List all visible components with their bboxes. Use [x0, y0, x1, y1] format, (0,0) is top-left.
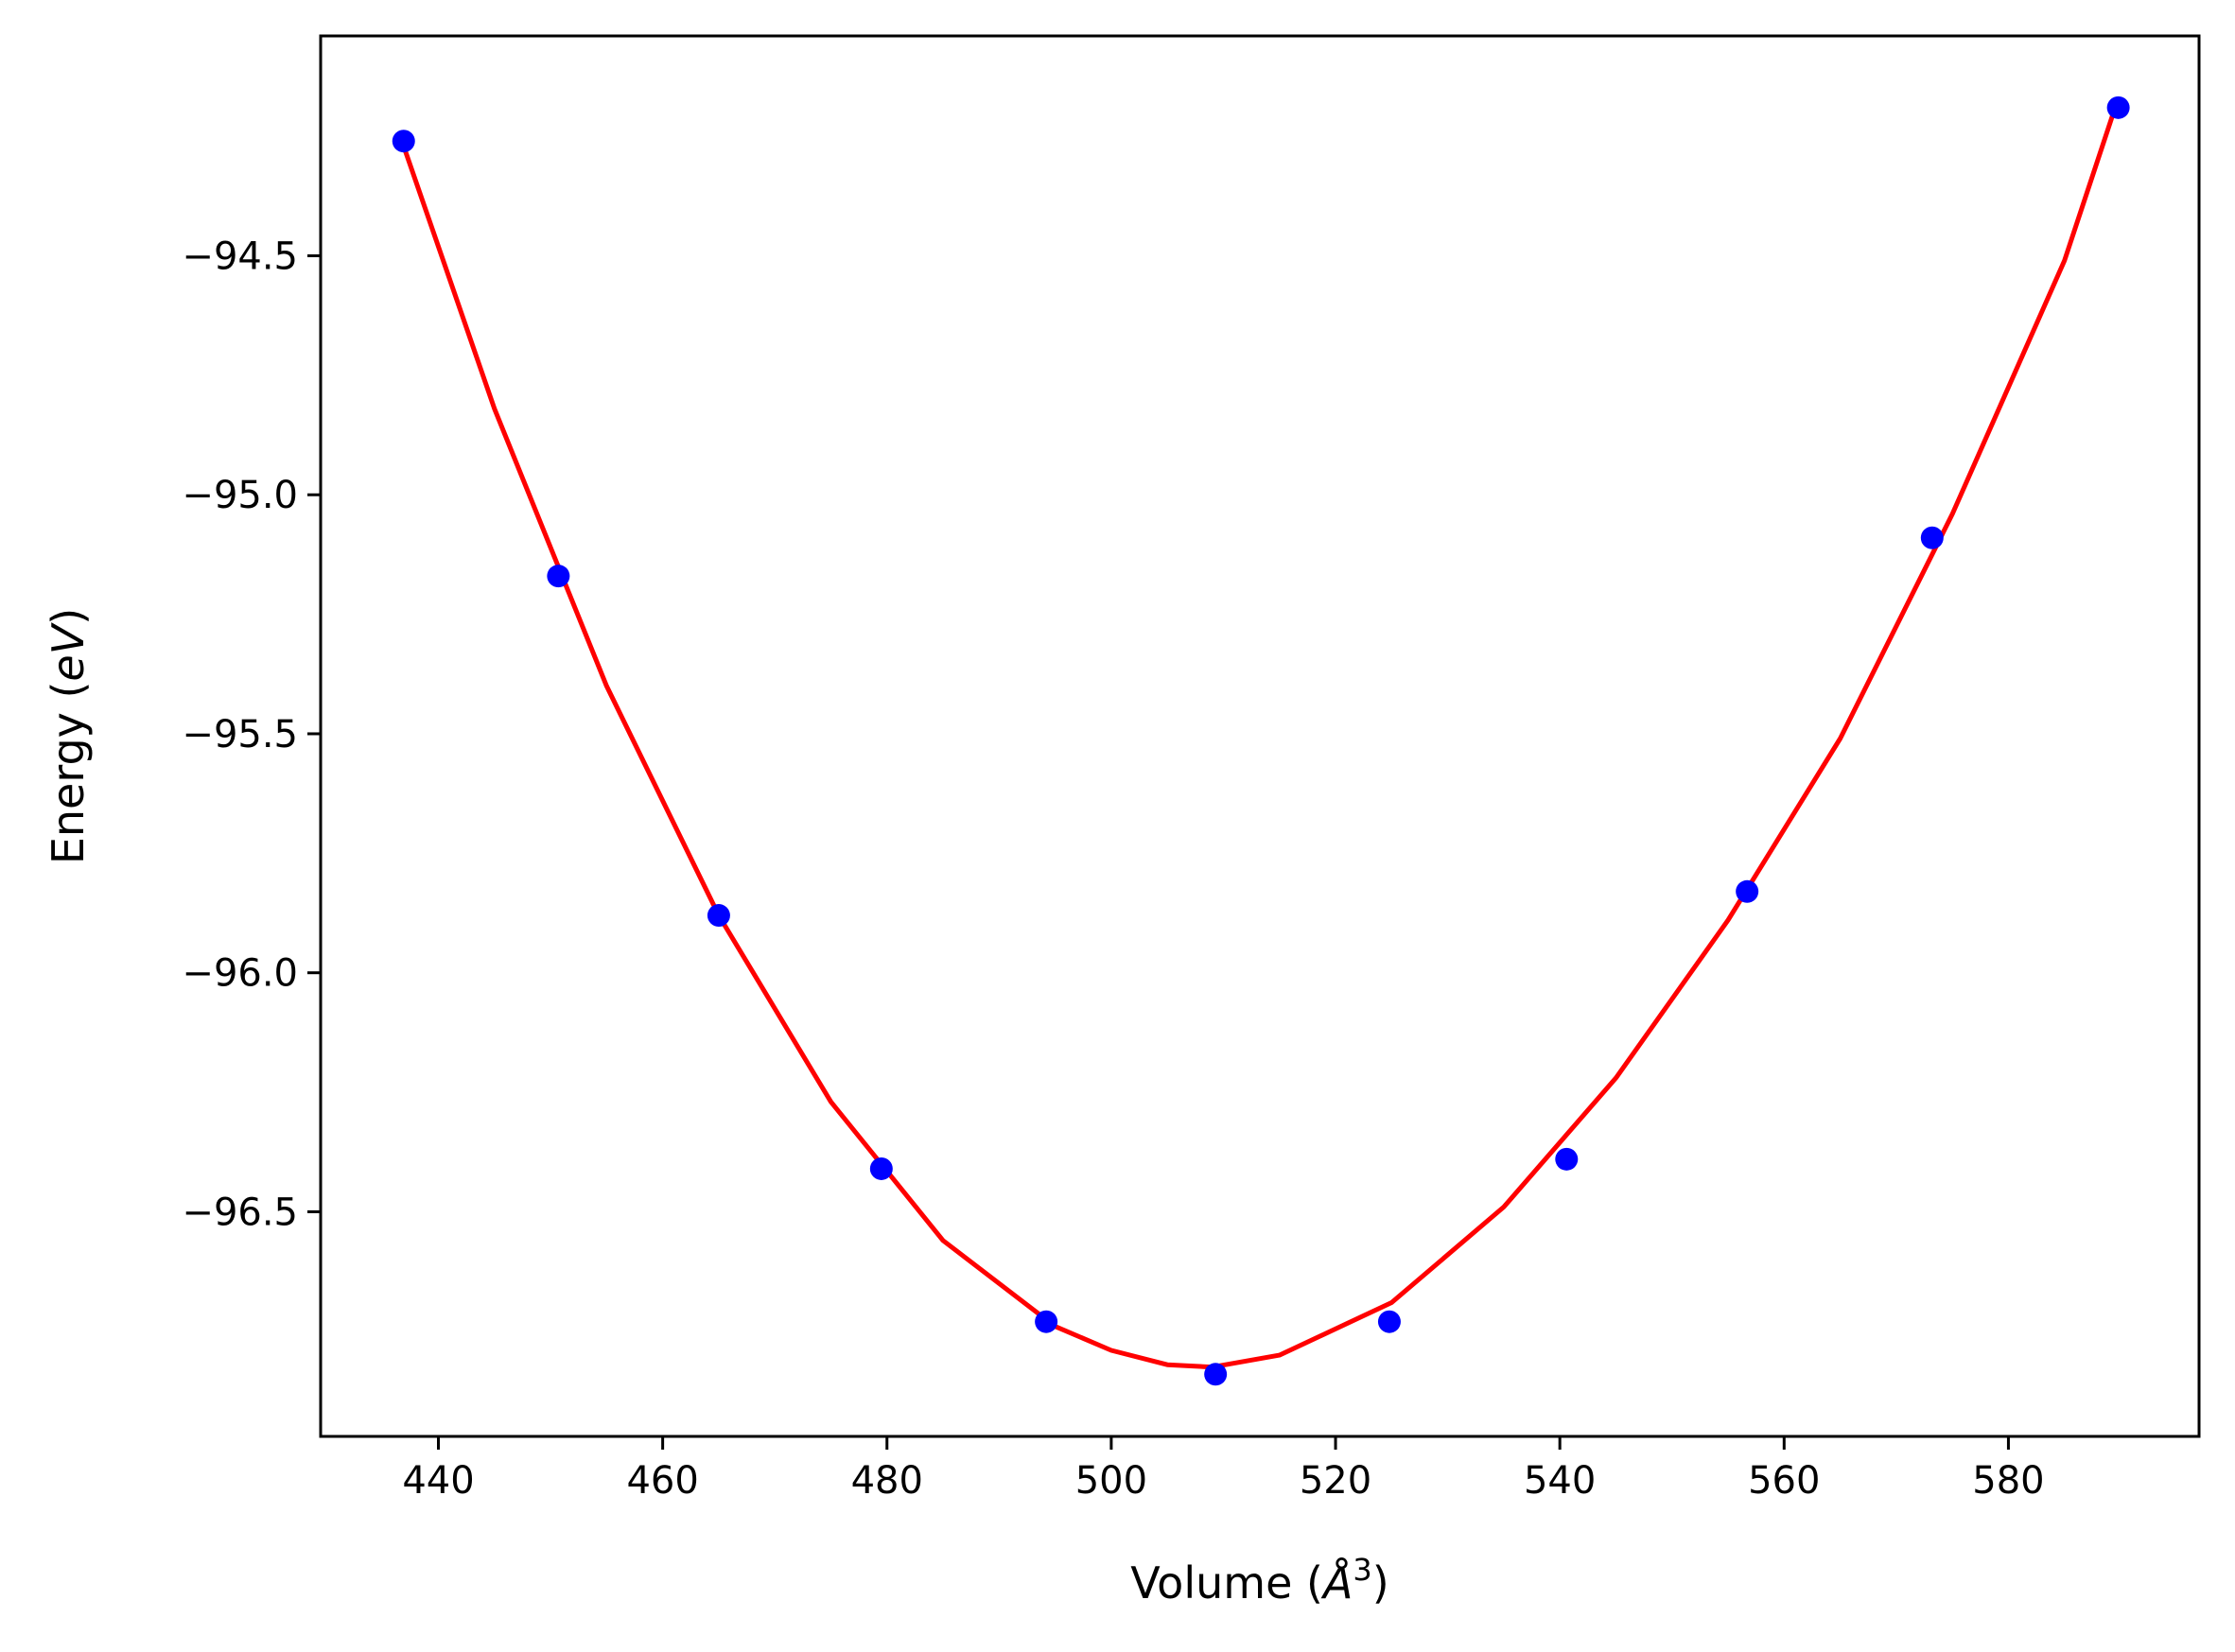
plot-frame	[319, 34, 2201, 1438]
y-tick-label: −96.0	[182, 952, 298, 996]
data-point	[869, 1156, 893, 1180]
plot-area	[319, 34, 2201, 1438]
data-point	[1736, 879, 1759, 903]
series-layer	[392, 96, 2130, 1386]
y-axis: −94.5 −95.0 −95.5 −96.0 −96.5	[182, 235, 321, 1234]
x-tick-label: 440	[402, 1459, 474, 1503]
data-point	[1204, 1363, 1228, 1386]
x-tick-label: 560	[1748, 1459, 1820, 1503]
data-point	[1377, 1310, 1401, 1333]
x-tick-label: 480	[851, 1459, 923, 1503]
data-point	[1920, 526, 1944, 549]
x-tick-label: 520	[1300, 1459, 1371, 1503]
x-tick-label: 500	[1075, 1459, 1147, 1503]
y-tick-label: −95.5	[182, 713, 298, 756]
x-tick-label: 460	[626, 1459, 698, 1503]
y-tick-label: −94.5	[182, 235, 298, 279]
y-tick-label: −95.0	[182, 474, 298, 517]
x-axis: 440 460 480 500 520 540 560 580	[402, 1436, 2045, 1503]
data-point	[1035, 1310, 1058, 1333]
data-point	[547, 565, 570, 588]
x-tick-label: 580	[1972, 1459, 2044, 1503]
fit-curve	[401, 96, 2121, 1370]
data-point	[707, 904, 730, 928]
data-point	[2106, 96, 2130, 119]
data-point	[392, 130, 415, 153]
y-axis-title: Energy (eV)	[43, 608, 94, 864]
x-tick-label: 540	[1524, 1459, 1596, 1503]
x-axis-title-superscript: 3	[1353, 1552, 1371, 1588]
data-point	[1555, 1147, 1579, 1171]
x-axis-title: Volume (Å3)	[1130, 1552, 1388, 1609]
y-tick-label: −96.5	[182, 1191, 298, 1234]
